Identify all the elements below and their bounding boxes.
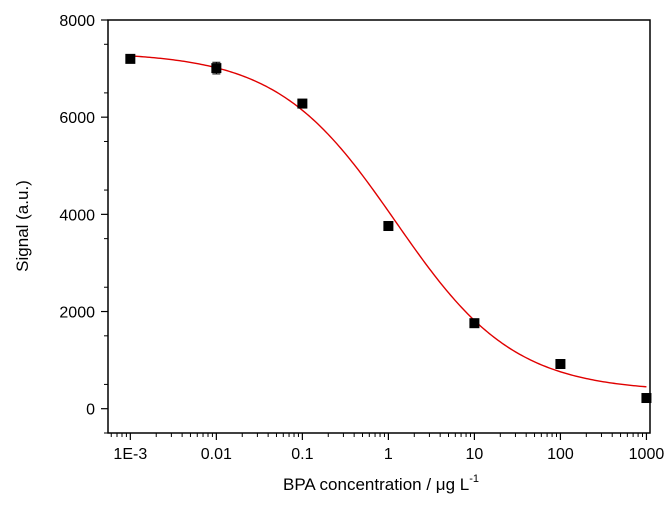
x-axis-title: BPA concentration / μg L-1: [283, 473, 479, 494]
data-point: [555, 359, 565, 369]
data-point: [297, 99, 307, 109]
data-point: [125, 54, 135, 64]
x-tick-label: 1E-3: [113, 446, 147, 463]
x-tick-label: 1000: [629, 446, 665, 463]
x-tick-label: 0.01: [201, 446, 232, 463]
y-tick-label: 4000: [59, 207, 95, 224]
data-point: [383, 221, 393, 231]
y-axis-title: Signal (a.u.): [13, 180, 32, 272]
x-tick-label: 100: [547, 446, 574, 463]
data-point: [641, 393, 651, 403]
data-point: [469, 318, 479, 328]
x-tick-label: 0.1: [291, 446, 313, 463]
x-tick-label: 1: [384, 446, 393, 463]
data-point: [211, 63, 221, 73]
axis-ticks: [101, 20, 646, 440]
y-tick-label: 6000: [59, 110, 95, 127]
x-axis-title-superscript: -1: [469, 473, 479, 485]
data-points-group: [125, 54, 651, 403]
x-tick-label: 10: [466, 446, 484, 463]
plot-frame: [108, 20, 650, 433]
tick-labels-group: 1E-3 0.01 0.1 1 10 100 1000 0 2000 4000 6000 8000: [59, 13, 664, 463]
y-tick-label: 2000: [59, 305, 95, 322]
y-tick-label: 0: [86, 402, 95, 419]
y-tick-label: 8000: [59, 13, 95, 30]
